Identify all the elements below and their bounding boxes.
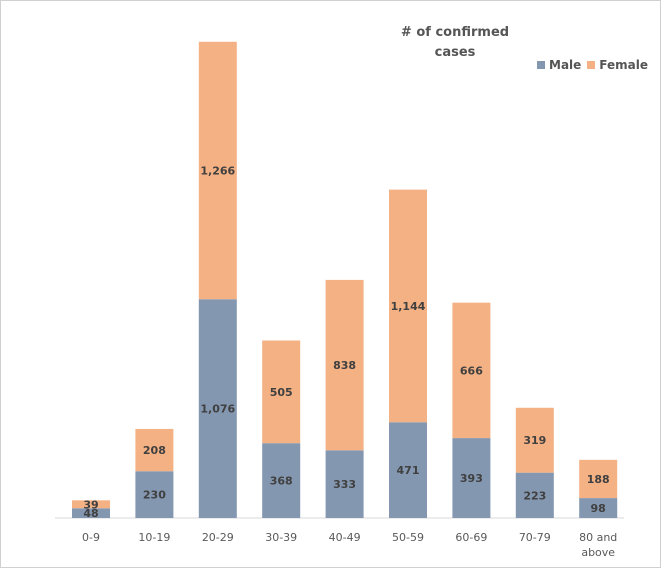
legend-swatch-male (537, 61, 545, 69)
bar-male-60-69 (452, 438, 491, 518)
bar-male-30-39 (262, 443, 301, 518)
chart-title: # of confirmed cases (400, 25, 510, 60)
bar-male-70-79 (515, 472, 554, 518)
bar-male-0-9 (72, 508, 110, 518)
x-tick-label-20-29: 20-29 (202, 531, 234, 544)
x-tick-label-0-9: 0-9 (82, 531, 100, 544)
data-label-male-0-9: 48 (83, 507, 98, 520)
bar-female-60-69 (452, 302, 491, 439)
bar-male-20-29 (198, 299, 237, 518)
data-label-male-50-59: 471 (397, 464, 420, 477)
bar-female-20-29 (198, 41, 237, 300)
legend-swatch-female (587, 61, 596, 69)
bar-male-40-49 (325, 450, 364, 518)
x-tick-label-10-19: 10-19 (138, 531, 170, 544)
bar-female-70-79 (515, 407, 554, 473)
bar-male-80-and-above (579, 498, 618, 518)
x-tick-label-60-69: 60-69 (455, 531, 487, 544)
bar-female-80-and-above (579, 459, 618, 499)
legend-label-female: Female (599, 58, 648, 72)
data-label-female-50-59: 1,144 (391, 300, 426, 313)
data-label-female-10-19: 208 (143, 444, 166, 457)
data-label-female-80-and-above: 188 (587, 473, 610, 486)
bar-female-40-49 (325, 279, 364, 451)
data-label-male-80-and-above: 98 (591, 502, 606, 515)
bar-female-0-9 (72, 500, 110, 509)
data-label-male-30-39: 368 (270, 475, 293, 488)
bar-male-10-19 (135, 471, 174, 518)
legend-label-male: Male (549, 58, 582, 72)
x-tick-label-70-79: 70-79 (519, 531, 551, 544)
data-label-male-20-29: 1,076 (200, 403, 235, 416)
data-label-male-40-49: 333 (333, 478, 356, 491)
data-label-male-10-19: 230 (143, 489, 166, 502)
x-tick-label-80-and-above: 80 and above (579, 531, 617, 559)
bar-female-50-59 (389, 189, 427, 423)
data-label-female-0-9: 39 (83, 498, 98, 511)
data-label-female-30-39: 505 (270, 386, 293, 399)
legend: Male Female (537, 58, 648, 72)
legend-item-male: Male (537, 58, 581, 72)
data-label-female-20-29: 1,266 (200, 165, 235, 178)
data-label-female-40-49: 838 (333, 359, 356, 372)
legend-item-female: Female (587, 58, 648, 72)
data-label-male-60-69: 393 (460, 472, 483, 485)
bar-female-30-39 (262, 340, 301, 444)
x-tick-label-50-59: 50-59 (392, 531, 424, 544)
data-label-female-60-69: 666 (460, 364, 483, 377)
x-tick-label-40-49: 40-49 (329, 531, 361, 544)
data-label-female-70-79: 319 (523, 434, 546, 447)
bar-male-50-59 (389, 422, 427, 518)
bar-female-10-19 (135, 428, 174, 472)
x-tick-label-30-39: 30-39 (265, 531, 297, 544)
data-label-male-70-79: 223 (523, 489, 546, 502)
